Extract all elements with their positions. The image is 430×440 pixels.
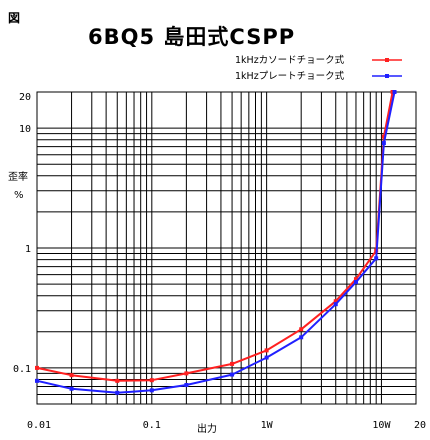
legend: 1kHzカソードチョーク式 1kHzプレートチョーク式 <box>235 54 402 82</box>
series-point-1 <box>264 355 269 360</box>
legend-label-cathode: 1kHzカソードチョーク式 <box>235 54 345 66</box>
x-tick-labels: 0.01 0.1 1W 10W 20 <box>27 420 426 431</box>
plot-frame <box>36 91 417 405</box>
series-point-1 <box>69 386 74 391</box>
figure-label: 図 <box>8 11 20 25</box>
x-tick-label: 20 <box>414 420 426 431</box>
series-point-1 <box>149 388 154 393</box>
series-point-1 <box>392 90 397 94</box>
series-point-1 <box>115 390 120 395</box>
y-tick-labels: 20 10 1 0.1 <box>13 92 31 375</box>
series-point-1 <box>184 383 189 388</box>
y-tick-label: 10 <box>19 124 31 135</box>
series-point-0 <box>381 134 386 139</box>
series-point-1 <box>333 302 338 307</box>
legend-entry-plate: 1kHzプレートチョーク式 <box>235 70 402 82</box>
series-point-1 <box>35 378 39 383</box>
series-point-1 <box>381 141 386 146</box>
x-tick-label: 0.01 <box>27 420 51 431</box>
series-point-0 <box>35 365 39 370</box>
series-layer <box>35 90 397 395</box>
series-point-0 <box>264 348 269 353</box>
y-axis-label-line1: 歪率 <box>8 170 28 183</box>
legend-label-plate: 1kHzプレートチョーク式 <box>235 70 345 82</box>
x-tick-label: 0.1 <box>143 420 161 431</box>
x-axis-label: 出力 <box>197 422 217 435</box>
x-tick-label: 10W <box>372 420 391 431</box>
series-point-1 <box>299 335 304 340</box>
chart-title: 6BQ5 島田式CSPP <box>88 25 295 49</box>
y-tick-label: 20 <box>19 92 31 103</box>
series-point-0 <box>230 361 235 366</box>
series-point-1 <box>353 280 358 285</box>
series-point-0 <box>184 371 189 376</box>
y-tick-label: 1 <box>25 244 31 255</box>
legend-marker-cathode <box>385 58 389 62</box>
series-point-0 <box>69 373 74 378</box>
series-point-0 <box>149 378 154 383</box>
y-axis-label-line2: % <box>14 190 24 201</box>
series-point-0 <box>333 299 338 304</box>
x-tick-label: 1W <box>261 420 274 431</box>
legend-marker-plate <box>385 74 389 78</box>
series-point-0 <box>299 327 304 332</box>
y-tick-label: 0.1 <box>13 364 31 375</box>
series-point-1 <box>374 256 379 261</box>
series-point-0 <box>353 277 358 282</box>
legend-entry-cathode: 1kHzカソードチョーク式 <box>235 54 402 66</box>
series-point-0 <box>115 378 120 383</box>
series-point-1 <box>230 372 235 377</box>
